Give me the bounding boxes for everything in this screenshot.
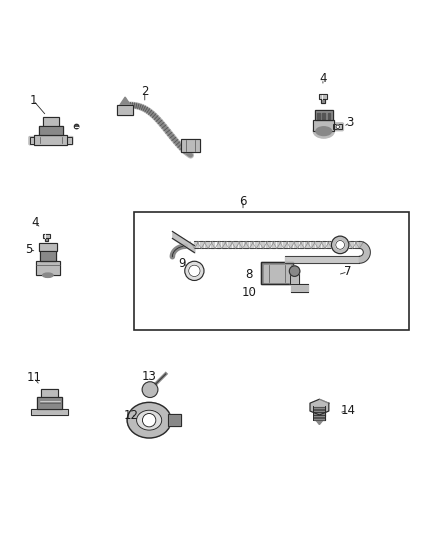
Bar xyxy=(314,418,325,420)
Bar xyxy=(315,110,332,120)
Ellipse shape xyxy=(316,127,332,135)
Bar xyxy=(35,261,60,275)
Circle shape xyxy=(189,265,200,277)
Bar xyxy=(181,140,200,152)
FancyBboxPatch shape xyxy=(67,136,73,145)
Bar xyxy=(42,117,59,126)
Text: 8: 8 xyxy=(245,268,252,281)
Bar xyxy=(313,120,334,131)
Bar xyxy=(32,409,68,415)
Bar xyxy=(39,126,63,135)
FancyBboxPatch shape xyxy=(29,136,35,145)
Text: 12: 12 xyxy=(124,409,138,422)
Bar xyxy=(319,94,327,99)
Polygon shape xyxy=(120,97,131,105)
Bar xyxy=(39,243,57,251)
Bar xyxy=(333,124,342,130)
Bar xyxy=(35,135,67,145)
Ellipse shape xyxy=(313,124,334,138)
Text: 13: 13 xyxy=(142,370,156,383)
FancyBboxPatch shape xyxy=(332,123,343,131)
Bar xyxy=(314,413,325,415)
Bar xyxy=(41,389,58,397)
Bar xyxy=(37,397,62,409)
Circle shape xyxy=(142,382,158,398)
Text: 14: 14 xyxy=(340,404,355,417)
Text: 4: 4 xyxy=(319,72,327,85)
Bar xyxy=(322,113,325,119)
Ellipse shape xyxy=(137,410,162,430)
Circle shape xyxy=(336,125,339,128)
Bar xyxy=(35,135,67,145)
Polygon shape xyxy=(310,399,329,415)
Circle shape xyxy=(332,236,349,254)
Bar xyxy=(117,105,133,115)
Bar xyxy=(313,120,334,131)
Polygon shape xyxy=(360,241,370,263)
Text: 10: 10 xyxy=(242,286,257,299)
Bar xyxy=(314,415,325,417)
Bar xyxy=(45,238,48,241)
Bar xyxy=(32,409,68,415)
Bar xyxy=(40,251,56,261)
Bar xyxy=(45,238,48,241)
Bar xyxy=(314,407,325,409)
Circle shape xyxy=(290,266,300,277)
Bar xyxy=(328,113,330,119)
Text: 7: 7 xyxy=(344,265,352,278)
Bar xyxy=(261,262,293,284)
Bar xyxy=(319,94,327,99)
Bar xyxy=(43,233,50,238)
Bar xyxy=(35,261,60,275)
Bar xyxy=(168,414,180,426)
Bar xyxy=(39,126,63,135)
Bar xyxy=(168,414,180,426)
Bar xyxy=(321,99,325,103)
Circle shape xyxy=(185,261,204,280)
Text: 11: 11 xyxy=(26,372,41,384)
Polygon shape xyxy=(316,420,323,425)
Bar xyxy=(39,243,57,251)
Bar xyxy=(321,99,325,103)
Polygon shape xyxy=(319,399,329,403)
Circle shape xyxy=(142,414,156,427)
Bar xyxy=(41,389,58,397)
Circle shape xyxy=(74,124,79,129)
Text: 9: 9 xyxy=(178,256,186,270)
Text: 3: 3 xyxy=(346,116,353,129)
Bar xyxy=(261,262,293,284)
Bar xyxy=(40,251,56,261)
Bar xyxy=(317,113,320,119)
Bar xyxy=(264,265,290,281)
Text: 4: 4 xyxy=(32,216,39,229)
Circle shape xyxy=(336,240,345,249)
Bar xyxy=(30,138,35,144)
Text: 5: 5 xyxy=(25,244,33,256)
Bar xyxy=(315,110,332,120)
Bar xyxy=(181,140,200,152)
Bar xyxy=(134,212,409,330)
Bar xyxy=(42,117,59,126)
Bar xyxy=(67,138,72,144)
Ellipse shape xyxy=(42,273,53,277)
Bar xyxy=(314,409,325,412)
Bar xyxy=(37,397,62,409)
Text: 1: 1 xyxy=(30,94,37,107)
Text: 6: 6 xyxy=(239,195,247,207)
Ellipse shape xyxy=(127,402,171,438)
Bar xyxy=(43,233,50,238)
Text: 2: 2 xyxy=(141,85,148,99)
Bar xyxy=(117,105,133,115)
